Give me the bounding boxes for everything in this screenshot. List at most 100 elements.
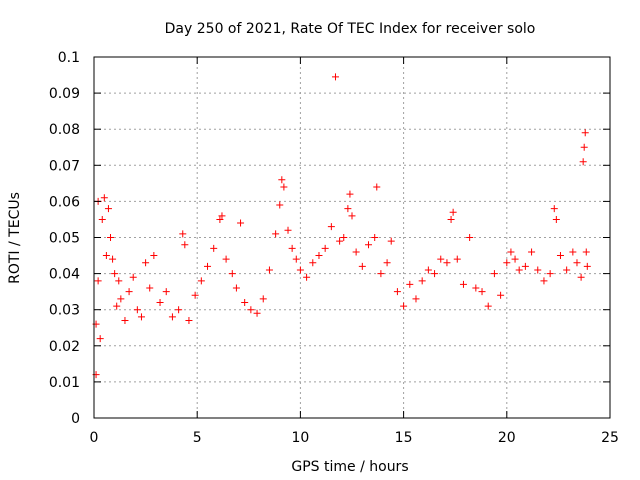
data-point-marker [98, 215, 106, 223]
data-point-marker [232, 284, 240, 292]
data-point-marker [121, 317, 129, 325]
data-point-marker [222, 255, 230, 263]
data-point-marker [197, 277, 205, 285]
data-point-marker [278, 176, 286, 184]
data-point-marker [447, 215, 455, 223]
data-point-marker [315, 252, 323, 260]
y-tick-label: 0.01 [49, 375, 80, 391]
data-point-marker [550, 205, 558, 213]
data-point-marker [546, 270, 554, 278]
data-point-marker [94, 277, 102, 285]
y-tick-label: 0.1 [58, 50, 80, 66]
data-point-marker [107, 234, 115, 241]
data-point-marker [580, 143, 588, 151]
data-point-marker [109, 255, 117, 263]
data-point-marker [348, 212, 356, 220]
data-point-marker [117, 295, 125, 303]
data-point-marker [191, 291, 199, 299]
data-point-marker [393, 288, 401, 296]
data-point-marker [181, 241, 189, 249]
data-point-marker [96, 335, 104, 343]
data-point-marker [534, 266, 542, 274]
y-tick-label: 0.05 [49, 231, 80, 247]
y-tick-label: 0 [71, 411, 80, 427]
data-point-marker [168, 313, 176, 321]
data-point-marker [406, 280, 414, 288]
data-point-marker [511, 255, 519, 263]
data-point-marker [503, 259, 511, 267]
data-point-marker [581, 129, 589, 137]
data-point-marker [228, 270, 236, 278]
data-point-marker [344, 205, 352, 213]
data-point-marker [478, 288, 486, 296]
data-point-marker [133, 306, 141, 314]
y-axis-title: ROTI / TECUs [7, 192, 23, 284]
x-axis-title: GPS time / hours [291, 459, 408, 475]
data-point-marker [241, 298, 249, 306]
data-point-marker [569, 248, 577, 256]
data-point-marker [577, 273, 585, 281]
data-point-marker [490, 270, 498, 278]
data-point-marker [459, 280, 467, 288]
data-point-marker [288, 244, 296, 252]
data-point-marker [185, 317, 193, 325]
data-point-marker [253, 309, 261, 317]
data-point-marker [210, 244, 218, 252]
data-point-marker [563, 266, 571, 274]
axis-ticks: 0 5 10 15 20 25 0 0.01 0.02 0.03 0.04 0.05 0.06 0.07 0… [49, 50, 619, 446]
data-point-marker [237, 219, 245, 227]
data-point-marker [556, 252, 564, 260]
data-point-marker [146, 284, 154, 292]
data-point-marker [162, 288, 170, 296]
x-tick-label: 5 [193, 430, 202, 446]
data-point-marker [272, 230, 280, 238]
data-point-marker [104, 205, 112, 213]
data-point-marker [296, 266, 304, 274]
data-point-marker [309, 259, 317, 267]
data-point-marker [371, 234, 379, 241]
data-point-marker [437, 255, 445, 263]
data-point-marker [102, 252, 110, 260]
y-tick-label: 0.03 [49, 303, 80, 319]
data-point-marker [218, 212, 226, 220]
data-point-marker [412, 295, 420, 303]
data-point-marker [113, 302, 121, 310]
data-point-marker [327, 223, 335, 231]
data-point-marker [579, 158, 587, 166]
y-tick-label: 0.07 [49, 158, 80, 174]
data-point-marker [280, 183, 288, 191]
data-point-marker [443, 259, 451, 267]
data-point-marker [373, 183, 381, 191]
data-point-marker [259, 295, 267, 303]
data-point-marker [573, 259, 581, 267]
data-point-marker [340, 234, 348, 241]
data-point-marker [276, 201, 284, 209]
data-point-marker [179, 230, 187, 238]
data-point-marker [156, 298, 164, 306]
data-point-marker [125, 288, 133, 296]
data-point-marker [216, 215, 224, 223]
y-tick-label: 0.02 [49, 339, 80, 355]
data-point-marker [424, 266, 432, 274]
y-tick-label: 0.04 [49, 267, 80, 283]
x-tick-label: 10 [291, 430, 309, 446]
data-point-marker [331, 73, 339, 81]
data-point-marker [365, 241, 373, 249]
data-points [92, 73, 591, 379]
data-point-marker [204, 262, 212, 270]
data-point-marker [352, 248, 360, 256]
data-point-marker [507, 248, 515, 256]
data-point-marker [497, 291, 505, 299]
data-point-marker [472, 284, 480, 292]
data-point-marker [265, 266, 273, 274]
data-point-marker [387, 237, 395, 245]
data-point-marker [484, 302, 492, 310]
data-point-marker [521, 262, 529, 270]
data-point-marker [552, 215, 560, 223]
data-point-marker [418, 277, 426, 285]
data-point-marker [111, 270, 119, 278]
y-tick-label: 0.06 [49, 194, 80, 210]
data-point-marker [336, 237, 344, 245]
data-point-marker [284, 226, 292, 234]
